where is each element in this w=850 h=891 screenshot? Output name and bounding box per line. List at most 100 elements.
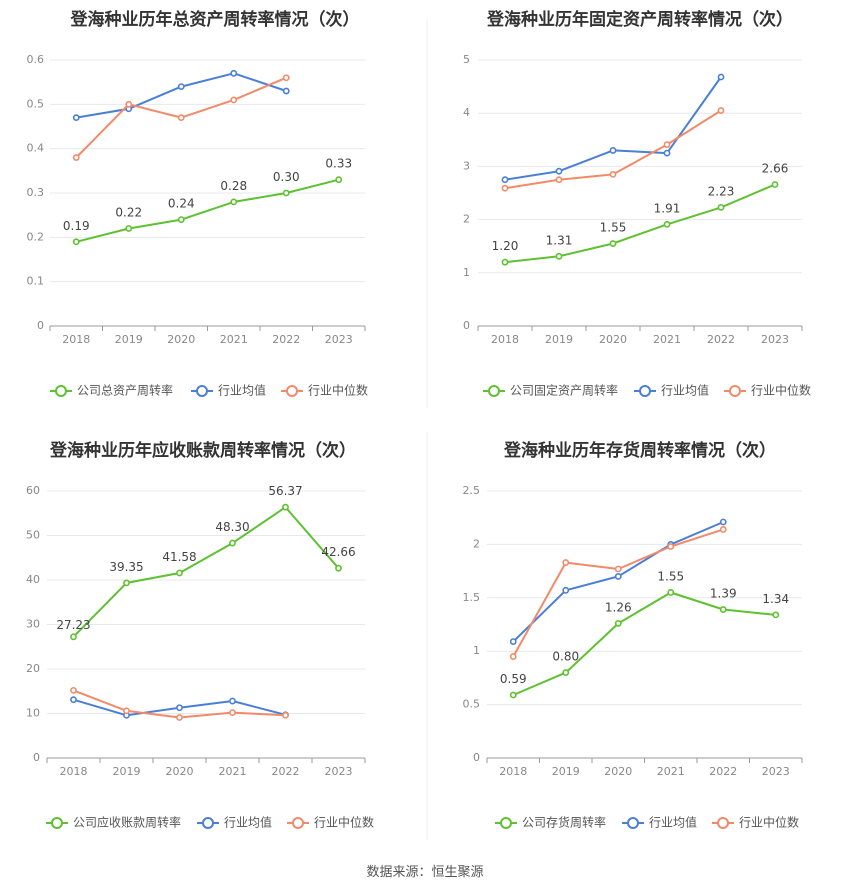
- data-point: [177, 83, 185, 90]
- y-tick-label: 10: [26, 707, 40, 720]
- legend-swatch-marker: [639, 385, 651, 397]
- legend-swatch-marker: [500, 817, 512, 829]
- series-line-industry-mean: [76, 72, 287, 119]
- x-tick-label: 2022: [709, 765, 737, 778]
- data-point: [501, 184, 509, 192]
- legend-label: 行业均值: [661, 383, 709, 398]
- data-source-note: 数据来源：恒生聚源: [366, 865, 483, 880]
- legend-swatch-marker: [729, 385, 741, 397]
- data-label: 1.91: [654, 201, 681, 215]
- y-tick-label: 30: [26, 618, 40, 631]
- data-point: [70, 696, 77, 704]
- data-point: [176, 714, 183, 721]
- data-point: [772, 611, 780, 619]
- legend-swatch-marker: [627, 817, 639, 829]
- x-tick-label: 2019: [545, 333, 573, 346]
- data-point: [555, 176, 563, 184]
- data-point: [229, 697, 236, 705]
- y-tick-label: 0.6: [27, 53, 45, 66]
- chart-title: 登海种业历年应收账款周转率情况（次）: [49, 440, 356, 461]
- series-line-company: [512, 591, 776, 696]
- data-label: 56.37: [268, 484, 302, 498]
- data-point: [667, 543, 675, 550]
- data-label: 1.31: [546, 233, 573, 247]
- data-label: 0.22: [115, 205, 142, 219]
- x-tick-label: 2021: [657, 765, 685, 778]
- y-tick-label: 1: [463, 266, 470, 279]
- legend-item[interactable]: 行业均值: [191, 383, 266, 398]
- data-point: [501, 258, 509, 266]
- x-tick-label: 2023: [325, 333, 353, 346]
- data-label: 0.33: [325, 157, 352, 171]
- y-tick-label: 20: [26, 662, 40, 675]
- data-point: [72, 154, 80, 161]
- data-point: [282, 189, 290, 197]
- x-tick-label: 2023: [762, 765, 790, 778]
- legend-swatch-marker: [196, 385, 208, 397]
- y-tick-label: 40: [26, 573, 40, 586]
- legend-item[interactable]: 公司应收账款周转率: [46, 815, 181, 830]
- legend-item[interactable]: 行业均值: [197, 815, 272, 830]
- legend-label: 行业中位数: [314, 815, 374, 830]
- legend-item[interactable]: 行业中位数: [281, 383, 368, 398]
- chart-title: 登海种业历年存货周转率情况（次）: [503, 440, 776, 461]
- data-point: [72, 114, 80, 122]
- legend-item[interactable]: 公司存货周转率: [495, 815, 606, 830]
- data-label: 1.55: [657, 569, 684, 583]
- legend-item[interactable]: 公司总资产周转率: [50, 383, 173, 398]
- data-label: 1.34: [762, 592, 789, 606]
- data-point: [555, 252, 563, 260]
- legend-item[interactable]: 行业中位数: [712, 815, 799, 830]
- data-point: [282, 74, 290, 82]
- legend-label: 行业均值: [218, 383, 266, 398]
- data-point: [230, 69, 238, 77]
- data-label: 0.30: [273, 170, 300, 184]
- x-tick-label: 2018: [491, 333, 519, 346]
- legend-label: 公司固定资产周转率: [510, 383, 618, 398]
- x-tick-label: 2022: [707, 333, 735, 346]
- y-tick-label: 0.5: [27, 97, 45, 110]
- x-tick-label: 2019: [552, 765, 580, 778]
- data-point: [509, 638, 517, 645]
- data-point: [70, 686, 77, 694]
- x-tick-label: 2018: [60, 765, 88, 778]
- legend-item[interactable]: 公司固定资产周转率: [483, 383, 618, 398]
- x-tick-label: 2020: [166, 765, 194, 778]
- chart-title: 登海种业历年总资产周转率情况（次）: [70, 9, 360, 30]
- legend-item[interactable]: 行业均值: [622, 815, 697, 830]
- x-tick-label: 2018: [62, 333, 90, 346]
- data-point: [719, 526, 727, 533]
- data-point: [123, 707, 130, 715]
- series-line-industry-median: [512, 528, 724, 657]
- data-point: [555, 167, 563, 175]
- data-point: [177, 114, 185, 122]
- y-tick-label: 1: [473, 644, 480, 657]
- data-point: [282, 711, 289, 719]
- data-point: [719, 518, 727, 526]
- y-tick-label: 2: [473, 537, 480, 550]
- data-point: [614, 620, 622, 627]
- x-tick-label: 2021: [220, 333, 248, 346]
- legend-item[interactable]: 行业中位数: [287, 815, 374, 830]
- chart-title: 登海种业历年固定资产周转率情况（次）: [486, 9, 793, 30]
- chart-panel: 登海种业历年应收账款周转率情况（次） 0 10 20 30 40 50 60 2018 2019 2…: [26, 440, 374, 830]
- legend-item[interactable]: 行业中位数: [724, 383, 811, 398]
- legend-item[interactable]: 行业均值: [634, 383, 709, 398]
- y-tick-label: 0: [37, 319, 44, 332]
- data-point: [125, 225, 133, 232]
- y-tick-label: 0.1: [27, 275, 45, 288]
- data-label: 1.55: [600, 221, 627, 235]
- y-tick-label: 0.4: [27, 142, 45, 155]
- x-tick-label: 2020: [599, 333, 627, 346]
- series-line-industry-mean: [504, 76, 722, 181]
- y-tick-label: 0.5: [463, 698, 481, 711]
- y-tick-label: 2: [463, 213, 470, 226]
- x-tick-label: 2022: [272, 333, 300, 346]
- data-point: [230, 96, 238, 104]
- data-label: 42.66: [321, 545, 355, 559]
- data-point: [609, 240, 617, 247]
- data-point: [609, 170, 617, 178]
- legend-swatch-marker: [488, 385, 500, 397]
- x-tick-label: 2022: [272, 765, 300, 778]
